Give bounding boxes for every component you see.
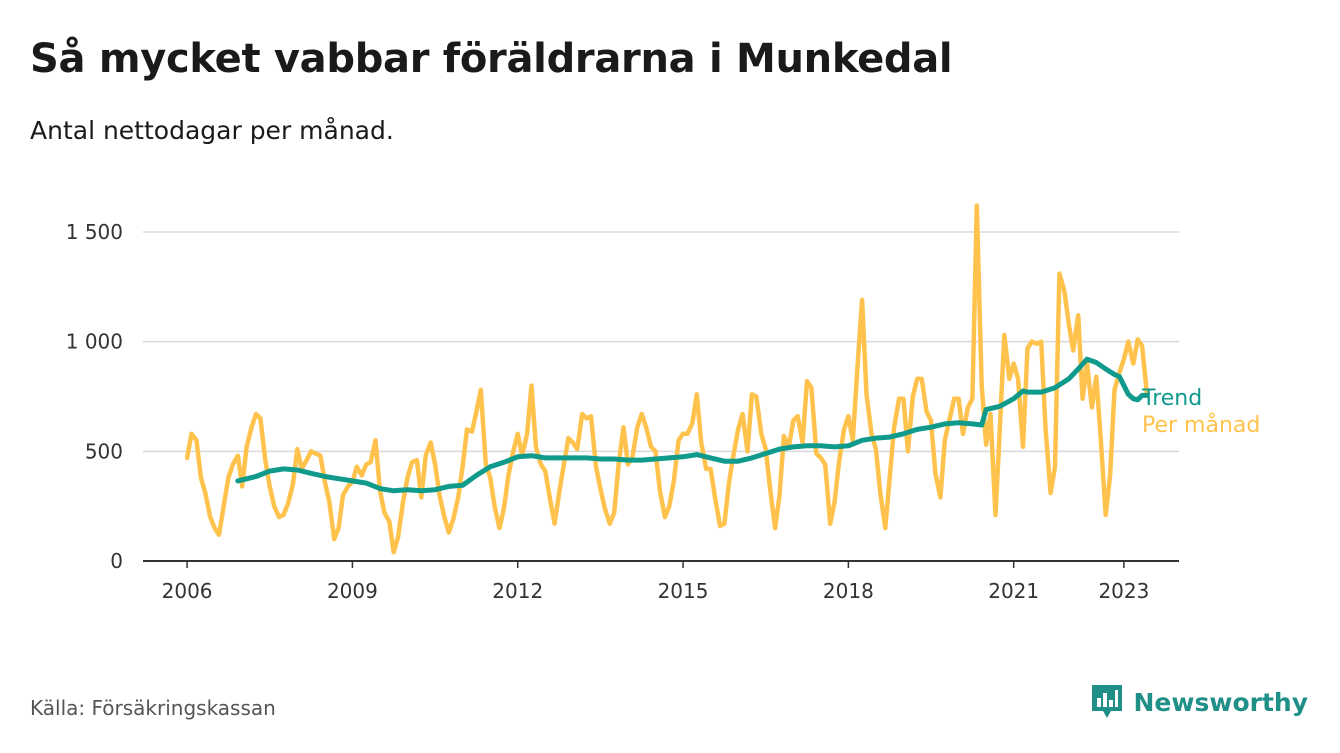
chart-title: Så mycket vabbar föräldrarna i Munkedal — [30, 36, 953, 82]
bar-chart-speech-bubble-icon — [1091, 685, 1122, 718]
legend-label-trend: Trend — [1141, 386, 1202, 411]
series-lines — [184, 203, 1150, 555]
legend-label-per-month: Per månad — [1142, 412, 1260, 438]
x-tick-label: 2009 — [327, 579, 378, 603]
x-tick-label: 2023 — [1098, 579, 1149, 603]
x-tick-label: 2012 — [492, 579, 543, 603]
y-tick-label: 1 500 — [66, 220, 123, 244]
y-tick-label: 1 000 — [66, 330, 123, 354]
brand-name: Newsworthy — [1133, 687, 1309, 717]
x-tick-label: 2015 — [658, 579, 709, 603]
y-tick-label: 0 — [110, 549, 123, 573]
axes: 0 500 1 000 1 500 2006 2009 2012 2015 2018 2021 20… — [66, 220, 1179, 603]
series-line-trend — [235, 356, 1150, 494]
line-chart: 0 500 1 000 1 500 2006 2009 2012 2015 2018 2021 20… — [66, 203, 1260, 603]
series-line-per-month — [184, 203, 1150, 555]
chart-subtitle: Antal nettodagar per månad. — [30, 116, 394, 145]
x-tick-label: 2021 — [988, 579, 1039, 603]
x-tick-label: 2006 — [162, 579, 213, 603]
x-tick-label: 2018 — [823, 579, 874, 603]
y-tick-label: 500 — [85, 439, 123, 463]
brand-logo-link[interactable]: Newsworthy — [1090, 682, 1309, 722]
source-note: Källa: Försäkringskassan — [30, 696, 276, 720]
